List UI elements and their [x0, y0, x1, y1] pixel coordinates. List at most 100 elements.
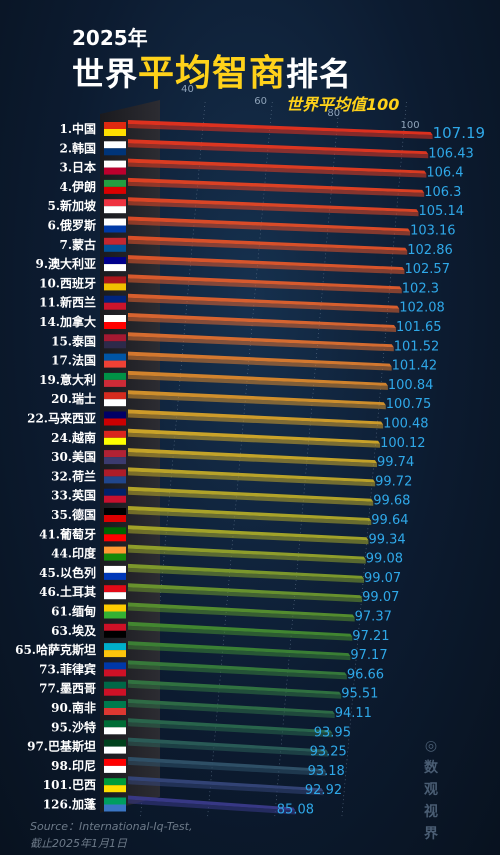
bar-side [128, 722, 333, 738]
flag-icon [104, 804, 126, 812]
bar-side [128, 625, 353, 641]
value-label: 97.21 [352, 629, 389, 644]
category-label: 41.葡萄牙 [39, 526, 96, 541]
category-label: 4.伊朗 [59, 179, 96, 194]
flag-icon [104, 739, 126, 747]
value-label: 99.74 [377, 455, 414, 470]
bar-side [128, 529, 369, 545]
flag-icon [104, 199, 126, 207]
value-label: 106.4 [426, 166, 463, 181]
bar-layer [128, 120, 433, 815]
category-label: 35.德国 [51, 507, 96, 522]
bar-side [128, 606, 355, 622]
category-label: 30.美国 [51, 449, 96, 464]
flag-icon [104, 360, 126, 368]
bar [128, 467, 376, 483]
category-label: 97.巴基斯坦 [27, 739, 96, 754]
flag-icon [104, 623, 126, 631]
category-label: 98.印尼 [51, 759, 96, 773]
flag-icon [104, 527, 126, 535]
flag-icon [104, 469, 126, 477]
page-title: 世界平均智商排名 [72, 44, 352, 96]
bar-side [128, 278, 402, 294]
bar-side [128, 355, 392, 371]
flag-icon [104, 372, 126, 380]
bar-side [128, 452, 378, 468]
flag-icon [104, 411, 126, 419]
bar-side [128, 741, 329, 757]
value-label: 93.18 [308, 764, 345, 779]
chart-subtitle: 世界平均值100 [286, 95, 400, 114]
category-label: 6.俄罗斯 [47, 218, 96, 233]
flag-icon [104, 553, 126, 561]
bar-side [128, 432, 381, 448]
value-label: 102.86 [407, 243, 453, 258]
category-label: 63.埃及 [51, 623, 97, 638]
category-label: 17.法国 [51, 353, 96, 368]
flag-icon [104, 681, 126, 689]
bar [128, 602, 355, 618]
title-year: 2025年 [72, 26, 148, 50]
bar-side [128, 143, 429, 159]
bar-side [128, 760, 327, 776]
flag-icon [104, 630, 126, 638]
bar-side [128, 471, 376, 487]
value-label: 101.65 [396, 320, 442, 335]
value-label: 101.52 [394, 339, 440, 354]
bar-side [128, 664, 347, 680]
bar [128, 158, 427, 174]
bar [128, 737, 329, 753]
value-label: 85.08 [277, 803, 314, 818]
flag-icon [104, 534, 126, 542]
flag-icon [104, 167, 126, 175]
flag-icon [104, 315, 126, 322]
flag-icon [104, 785, 126, 793]
flag-icon [104, 797, 126, 805]
bar-side [128, 394, 386, 410]
bar-side [128, 567, 364, 583]
bar-side [128, 181, 425, 197]
bar [128, 679, 342, 695]
bar-side [128, 683, 342, 699]
bar [128, 776, 324, 792]
value-label: 93.25 [310, 745, 347, 760]
bar [128, 139, 429, 155]
bar-side [128, 780, 324, 796]
value-label: 99.07 [364, 571, 401, 586]
bar [128, 293, 400, 309]
category-label: 15.泰国 [51, 333, 96, 348]
flag-icon [104, 179, 126, 187]
value-label: 92.92 [305, 783, 342, 798]
value-label: 107.19 [433, 124, 486, 142]
bar [128, 506, 372, 521]
bar-side [128, 259, 405, 275]
flag-icon [104, 218, 126, 226]
flag-icon [104, 237, 126, 245]
flag-icon [104, 276, 126, 284]
flag-icon [104, 392, 126, 400]
bar [128, 197, 419, 213]
bar-side [128, 220, 411, 236]
flag-icon [104, 720, 126, 728]
flag-icon [104, 437, 126, 445]
category-label: 33.英国 [51, 488, 96, 503]
flag-icon [104, 186, 126, 194]
bar-side [128, 162, 427, 178]
flag-icon [104, 122, 126, 129]
category-label: 32.荷兰 [51, 468, 96, 483]
flag-icon [104, 669, 126, 677]
value-label: 95.51 [341, 687, 378, 702]
axis-tick-label: 100 [400, 120, 419, 131]
flag-icon [104, 141, 126, 149]
flag-icon [104, 662, 126, 670]
flag-icon [104, 701, 126, 708]
flag-icon [104, 611, 126, 619]
bar-side [128, 374, 388, 390]
value-label: 99.34 [368, 532, 405, 547]
value-label: 102.3 [402, 281, 439, 296]
flag-icon [104, 457, 126, 465]
flag-icon [104, 495, 126, 503]
value-label: 100.84 [388, 378, 434, 393]
watermark: ◎数观视界 [424, 738, 438, 842]
category-label: 1.中国 [59, 121, 96, 136]
